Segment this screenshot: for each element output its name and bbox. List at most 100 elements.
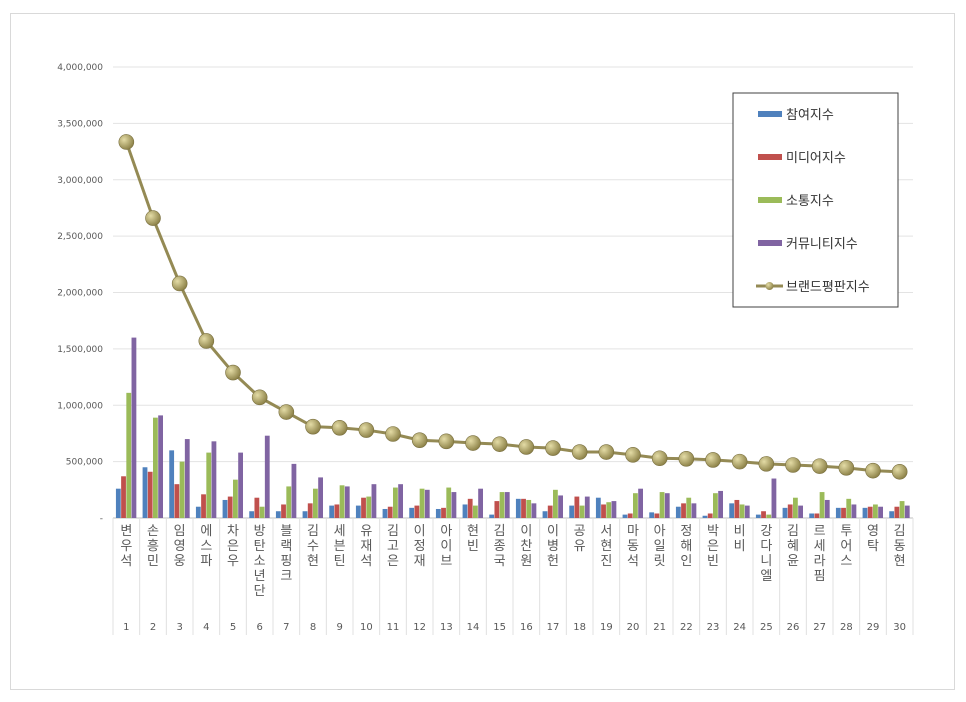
bar-미디어지수 xyxy=(894,506,900,518)
category-char: 크 xyxy=(280,569,292,584)
category-char: 우 xyxy=(120,539,132,554)
category-char: 김 xyxy=(387,524,399,539)
bar-커뮤니티지수 xyxy=(638,488,643,518)
bar-커뮤니티지수 xyxy=(691,503,697,518)
bar-커뮤니티지수 xyxy=(478,488,483,518)
bar-미디어지수 xyxy=(414,505,420,518)
chart-frame xyxy=(10,13,955,690)
category-char: 릿 xyxy=(654,554,666,569)
bar-소통지수 xyxy=(793,497,798,518)
rank-label: 17 xyxy=(547,622,560,633)
line-point xyxy=(891,463,908,480)
category-char: 흥 xyxy=(147,539,159,554)
bar-참여지수 xyxy=(275,511,281,518)
bar-소통지수 xyxy=(873,504,878,518)
y-tick-label: 1,500,000 xyxy=(57,345,103,355)
bar-커뮤니티지수 xyxy=(291,463,297,518)
category-char: 정 xyxy=(680,524,692,539)
category-char: 블 xyxy=(280,524,292,539)
bar-미디어지수 xyxy=(201,494,206,518)
bar-소통지수 xyxy=(126,392,132,518)
bar-커뮤니티지수 xyxy=(798,505,803,518)
bar-참여지수 xyxy=(382,508,388,518)
bar-미디어지수 xyxy=(707,513,713,518)
category-char: 영 xyxy=(174,539,186,554)
bar-커뮤니티지수 xyxy=(211,441,217,518)
bar-미디어지수 xyxy=(814,513,820,518)
bar-소통지수 xyxy=(259,506,265,518)
category-char: 이 xyxy=(547,524,559,539)
bar-참여지수 xyxy=(889,511,895,518)
bar-참여지수 xyxy=(302,511,308,518)
category-char: 방 xyxy=(254,524,266,539)
rank-label: 11 xyxy=(387,622,400,633)
category-char: 정 xyxy=(414,539,426,554)
y-tick-label: 1,000,000 xyxy=(57,401,103,411)
bar-참여지수 xyxy=(755,514,761,518)
category-char: 김 xyxy=(787,524,799,539)
rank-label: 25 xyxy=(760,622,773,633)
line-point xyxy=(811,458,828,474)
category-char: 찬 xyxy=(520,539,532,554)
bar-커뮤니티지수 xyxy=(878,506,883,518)
category-char: 브 xyxy=(440,554,452,569)
bar-소통지수 xyxy=(179,461,185,518)
category-char: 틴 xyxy=(334,554,346,569)
bar-미디어지수 xyxy=(441,507,446,518)
category-char: 윤 xyxy=(787,554,799,569)
rank-label: 14 xyxy=(467,622,480,633)
y-tick-label: 2,000,000 xyxy=(57,289,103,299)
bar-소통지수 xyxy=(606,502,612,518)
bar-참여지수 xyxy=(142,467,148,518)
category-char: 스 xyxy=(840,554,852,569)
y-tick-label: 4,000,000 xyxy=(57,63,103,73)
legend-label: 브랜드평판지수 xyxy=(786,280,870,295)
category-char: 빈 xyxy=(467,539,479,554)
legend-swatch xyxy=(758,240,782,246)
category-char: 유 xyxy=(574,539,586,554)
category-char: 니 xyxy=(760,554,772,569)
bar-소통지수 xyxy=(553,489,558,518)
bar-참여지수 xyxy=(729,503,735,518)
bar-참여지수 xyxy=(569,505,575,518)
line-point xyxy=(625,447,641,463)
bar-미디어지수 xyxy=(627,513,633,518)
category-char: 투 xyxy=(840,524,852,539)
bar-미디어지수 xyxy=(494,501,500,518)
category-char: 변 xyxy=(120,524,132,539)
bar-참여지수 xyxy=(622,514,628,518)
category-char: 현 xyxy=(600,539,612,554)
rank-label: 7 xyxy=(283,622,289,633)
bar-커뮤니티지수 xyxy=(531,503,537,518)
bar-참여지수 xyxy=(355,505,361,518)
bar-소통지수 xyxy=(899,501,905,518)
bar-참여지수 xyxy=(115,488,121,518)
line-point xyxy=(731,453,748,470)
y-tick-label: 3,000,000 xyxy=(57,176,103,186)
bar-커뮤니티지수 xyxy=(718,490,723,518)
bar-미디어지수 xyxy=(307,503,313,518)
legend-marker xyxy=(765,282,774,290)
category-char: 해 xyxy=(680,539,692,554)
category-char: 혜 xyxy=(787,539,799,554)
category-char: 종 xyxy=(494,539,506,554)
line-point xyxy=(331,419,348,436)
category-char: 임 xyxy=(174,524,186,539)
bar-소통지수 xyxy=(526,499,532,518)
bar-미디어지수 xyxy=(521,498,526,518)
bar-미디어지수 xyxy=(734,499,740,518)
line-point xyxy=(171,275,188,292)
bar-커뮤니티지수 xyxy=(371,484,377,518)
category-char: 박 xyxy=(707,524,719,539)
rank-label: 24 xyxy=(733,622,746,633)
